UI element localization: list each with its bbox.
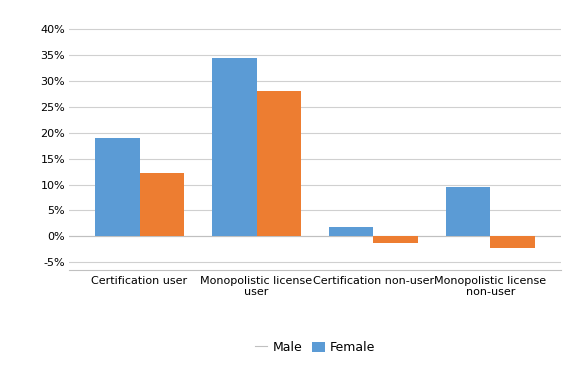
Legend: Male, Female: Male, Female [250,336,380,359]
Bar [212,58,257,236]
Bar [373,236,418,243]
Bar [95,138,139,236]
Bar [446,187,491,236]
Bar [329,227,373,236]
Bar [257,91,301,236]
Bar [491,236,535,248]
Bar [139,172,184,236]
